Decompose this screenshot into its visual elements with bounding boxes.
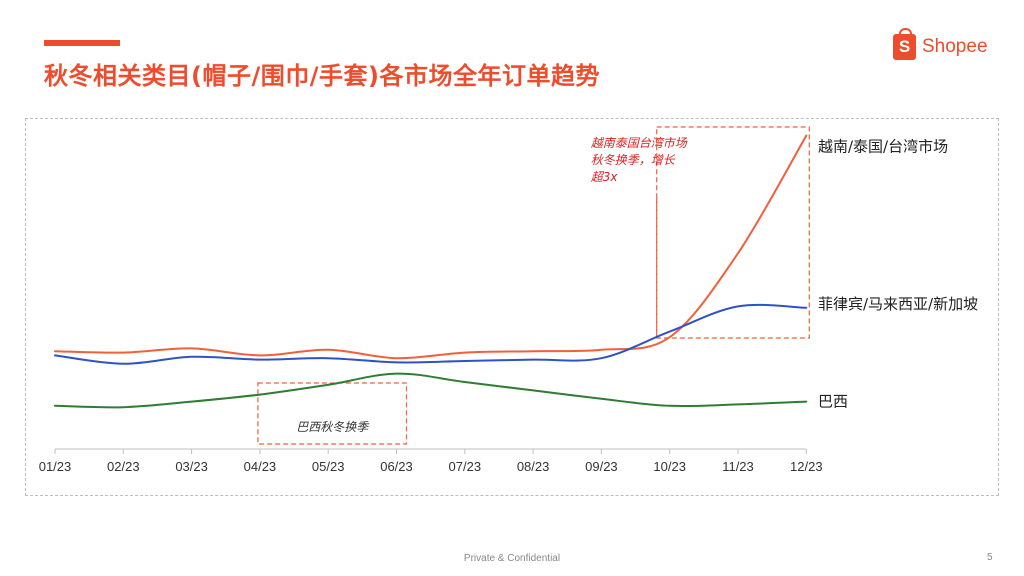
series-2-point-10 bbox=[737, 403, 739, 405]
series-0-point-1 bbox=[122, 351, 124, 353]
series-2-point-6 bbox=[464, 381, 466, 383]
series-1-point-0 bbox=[54, 354, 56, 356]
series-0-point-3 bbox=[259, 354, 261, 356]
legend-label-0: 越南/泰国/台湾市场 bbox=[818, 138, 948, 156]
series-2-point-4 bbox=[327, 384, 329, 386]
shopee-logo: S Shopee bbox=[893, 28, 988, 62]
footer-confidential: Private & Confidential bbox=[463, 553, 561, 564]
series-2-point-3 bbox=[259, 393, 261, 395]
page-title: 秋冬相关类目(帽子/围巾/手套)各市场全年订单趋势 bbox=[44, 62, 600, 90]
x-tick-label: 12/23 bbox=[790, 459, 823, 474]
x-tick-label: 08/23 bbox=[517, 459, 550, 474]
x-tick-label: 05/23 bbox=[312, 459, 345, 474]
x-tick-label: 07/23 bbox=[449, 459, 482, 474]
chart-frame bbox=[25, 118, 999, 496]
annotation-box-vn-th-tw bbox=[656, 126, 810, 339]
series-2-point-2 bbox=[190, 400, 192, 402]
series-1-point-10 bbox=[737, 305, 739, 307]
series-0-point-11 bbox=[805, 134, 807, 136]
x-tick-label: 02/23 bbox=[107, 459, 140, 474]
series-1-point-5 bbox=[395, 361, 397, 363]
annotation-box-brazil bbox=[257, 382, 408, 445]
series-0-point-7 bbox=[532, 350, 534, 352]
annotation-text-brazil: 巴西秋冬换季 bbox=[296, 420, 370, 434]
series-0-point-0 bbox=[54, 350, 56, 352]
x-tick-label: 01/23 bbox=[39, 459, 72, 474]
series-1-point-9 bbox=[669, 330, 671, 332]
series-2-point-11 bbox=[805, 400, 807, 402]
series-line-0 bbox=[54, 134, 808, 360]
logo-text: Shopee bbox=[922, 36, 988, 57]
legend-label-2: 巴西 bbox=[818, 393, 848, 411]
series-0-point-5 bbox=[395, 357, 397, 359]
x-tick-label: 03/23 bbox=[175, 459, 208, 474]
x-tick-label: 09/23 bbox=[585, 459, 618, 474]
series-2-point-8 bbox=[600, 398, 602, 400]
series-0-point-9 bbox=[669, 336, 671, 338]
series-line-2 bbox=[54, 372, 808, 409]
series-1-point-4 bbox=[327, 357, 329, 359]
series-1-point-1 bbox=[122, 363, 124, 365]
series-2-point-5 bbox=[395, 372, 397, 374]
annotation-text-vn-th-tw: 越南泰国台湾市场秋冬换季，增长超3x bbox=[591, 136, 688, 184]
series-2-point-1 bbox=[122, 406, 124, 408]
x-tick-label: 11/23 bbox=[722, 459, 754, 474]
series-0-point-8 bbox=[600, 349, 602, 351]
series-1-point-7 bbox=[532, 358, 534, 360]
series-0-point-6 bbox=[464, 351, 466, 353]
shopping-bag-icon: S bbox=[893, 28, 916, 60]
series-0-point-4 bbox=[327, 349, 329, 351]
series-1-point-2 bbox=[190, 356, 192, 358]
x-tick-label: 10/23 bbox=[653, 459, 686, 474]
series-line-1 bbox=[54, 303, 808, 365]
page-number: 5 bbox=[987, 552, 993, 563]
series-0-point-2 bbox=[190, 347, 192, 349]
series-1-point-3 bbox=[259, 358, 261, 360]
x-tick-label: 04/23 bbox=[244, 459, 277, 474]
x-tick-label: 06/23 bbox=[380, 459, 413, 474]
series-2-point-9 bbox=[669, 405, 671, 407]
series-2-point-7 bbox=[532, 389, 534, 391]
series-0-point-10 bbox=[737, 252, 739, 254]
series-1-point-8 bbox=[600, 357, 602, 359]
legend-label-1: 菲律宾/马来西亚/新加坡 bbox=[818, 295, 978, 313]
series-1-point-6 bbox=[464, 360, 466, 362]
series-2-point-0 bbox=[54, 405, 56, 407]
series-1-point-11 bbox=[805, 307, 807, 309]
title-accent-bar bbox=[44, 40, 120, 46]
